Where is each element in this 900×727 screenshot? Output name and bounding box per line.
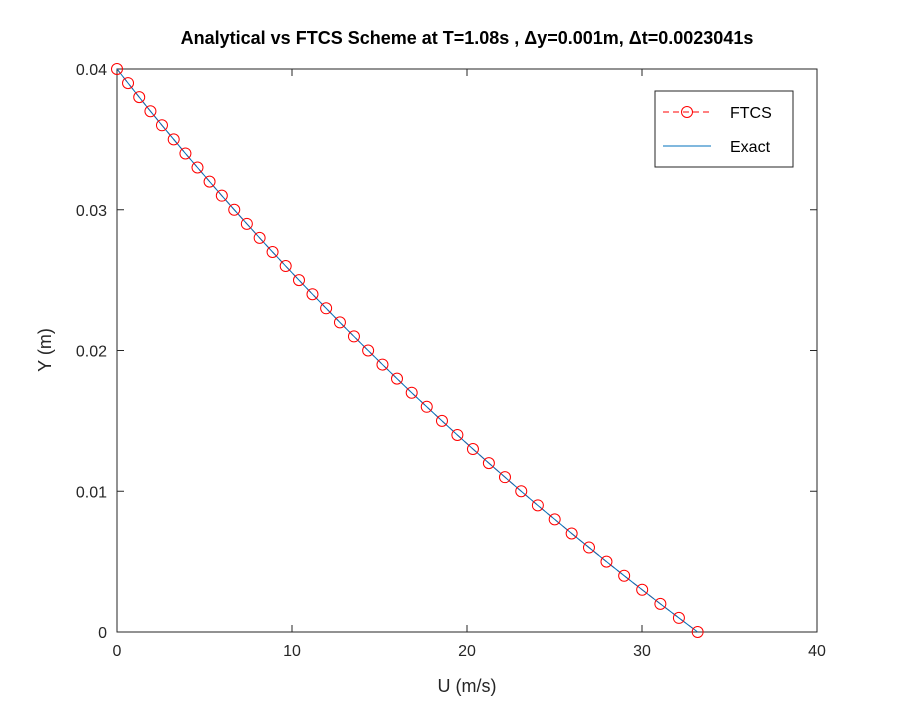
ftcs-data-point	[691, 626, 704, 638]
ftcs-data-point	[293, 274, 305, 287]
ftcs-data-point	[405, 386, 418, 399]
ftcs-data-point	[203, 175, 216, 188]
x-tick-label: 20	[458, 643, 476, 660]
y-tick-label: 0.02	[76, 344, 107, 361]
ftcs-data-point	[451, 428, 464, 441]
y-tick-label: 0.03	[76, 203, 107, 220]
ftcs-data-point	[498, 471, 511, 484]
chart-title: Analytical vs FTCS Scheme at T=1.08s , Δ…	[181, 28, 754, 48]
ftcs-data-point	[266, 245, 279, 258]
ftcs-data-point	[515, 485, 528, 498]
x-axis-label: U (m/s)	[438, 676, 497, 696]
y-tick-label: 0	[98, 625, 107, 642]
ftcs-data-point	[600, 555, 613, 568]
y-axis-ticks: 0 0.01 0.02 0.03 0.04	[76, 62, 817, 642]
ftcs-data-point	[155, 119, 168, 132]
ftcs-data-point	[391, 372, 403, 385]
ftcs-data-point	[320, 302, 333, 315]
ftcs-data-point	[215, 189, 228, 202]
ftcs-data-point	[347, 330, 360, 343]
ftcs-data-point	[240, 217, 253, 230]
ftcs-data-point	[133, 91, 146, 104]
ftcs-data-point	[435, 414, 448, 427]
ftcs-data-point	[654, 597, 667, 610]
ftcs-data-point	[376, 358, 389, 371]
ftcs-data-point	[306, 288, 319, 301]
x-tick-label: 30	[633, 643, 651, 660]
ftcs-data-point	[167, 133, 180, 146]
x-tick-label: 10	[283, 643, 301, 660]
legend-ftcs-marker	[681, 106, 693, 118]
ftcs-data-point	[618, 569, 631, 582]
ftcs-data-point	[253, 231, 266, 244]
ftcs-data-point	[531, 499, 544, 512]
ftcs-data-point	[144, 105, 157, 118]
y-tick-label: 0.04	[76, 62, 107, 79]
ftcs-data-point	[228, 203, 241, 216]
ftcs-data-point	[362, 344, 375, 357]
legend-box	[654, 90, 794, 168]
legend-ftcs-label: FTCS	[730, 105, 772, 122]
exact-series-line	[116, 68, 698, 633]
ftcs-data-point	[482, 457, 495, 470]
ftcs-data-point	[548, 513, 561, 526]
ftcs-data-point	[179, 147, 192, 160]
ftcs-data-point	[333, 316, 346, 329]
ftcs-data-point	[582, 541, 595, 554]
ftcs-data-point	[565, 527, 578, 540]
ftcs-data-point	[672, 611, 685, 624]
y-tick-label: 0.01	[76, 484, 107, 501]
ftcs-data-point	[636, 583, 649, 596]
series-layer	[111, 63, 704, 638]
x-axis-ticks: 0 10 20 30 40	[113, 69, 826, 660]
y-axis-label: Y (m)	[35, 328, 55, 372]
legend-exact-label: Exact	[730, 139, 771, 156]
x-tick-label: 0	[113, 643, 122, 660]
ftcs-data-point	[111, 63, 123, 75]
ftcs-data-point	[420, 400, 433, 413]
ftcs-data-point	[279, 260, 292, 273]
ftcs-data-point	[122, 77, 135, 90]
ftcs-data-point	[466, 443, 479, 456]
legend: FTCS Exact	[654, 90, 794, 168]
x-tick-label: 40	[808, 643, 826, 660]
ftcs-data-point	[191, 161, 204, 174]
